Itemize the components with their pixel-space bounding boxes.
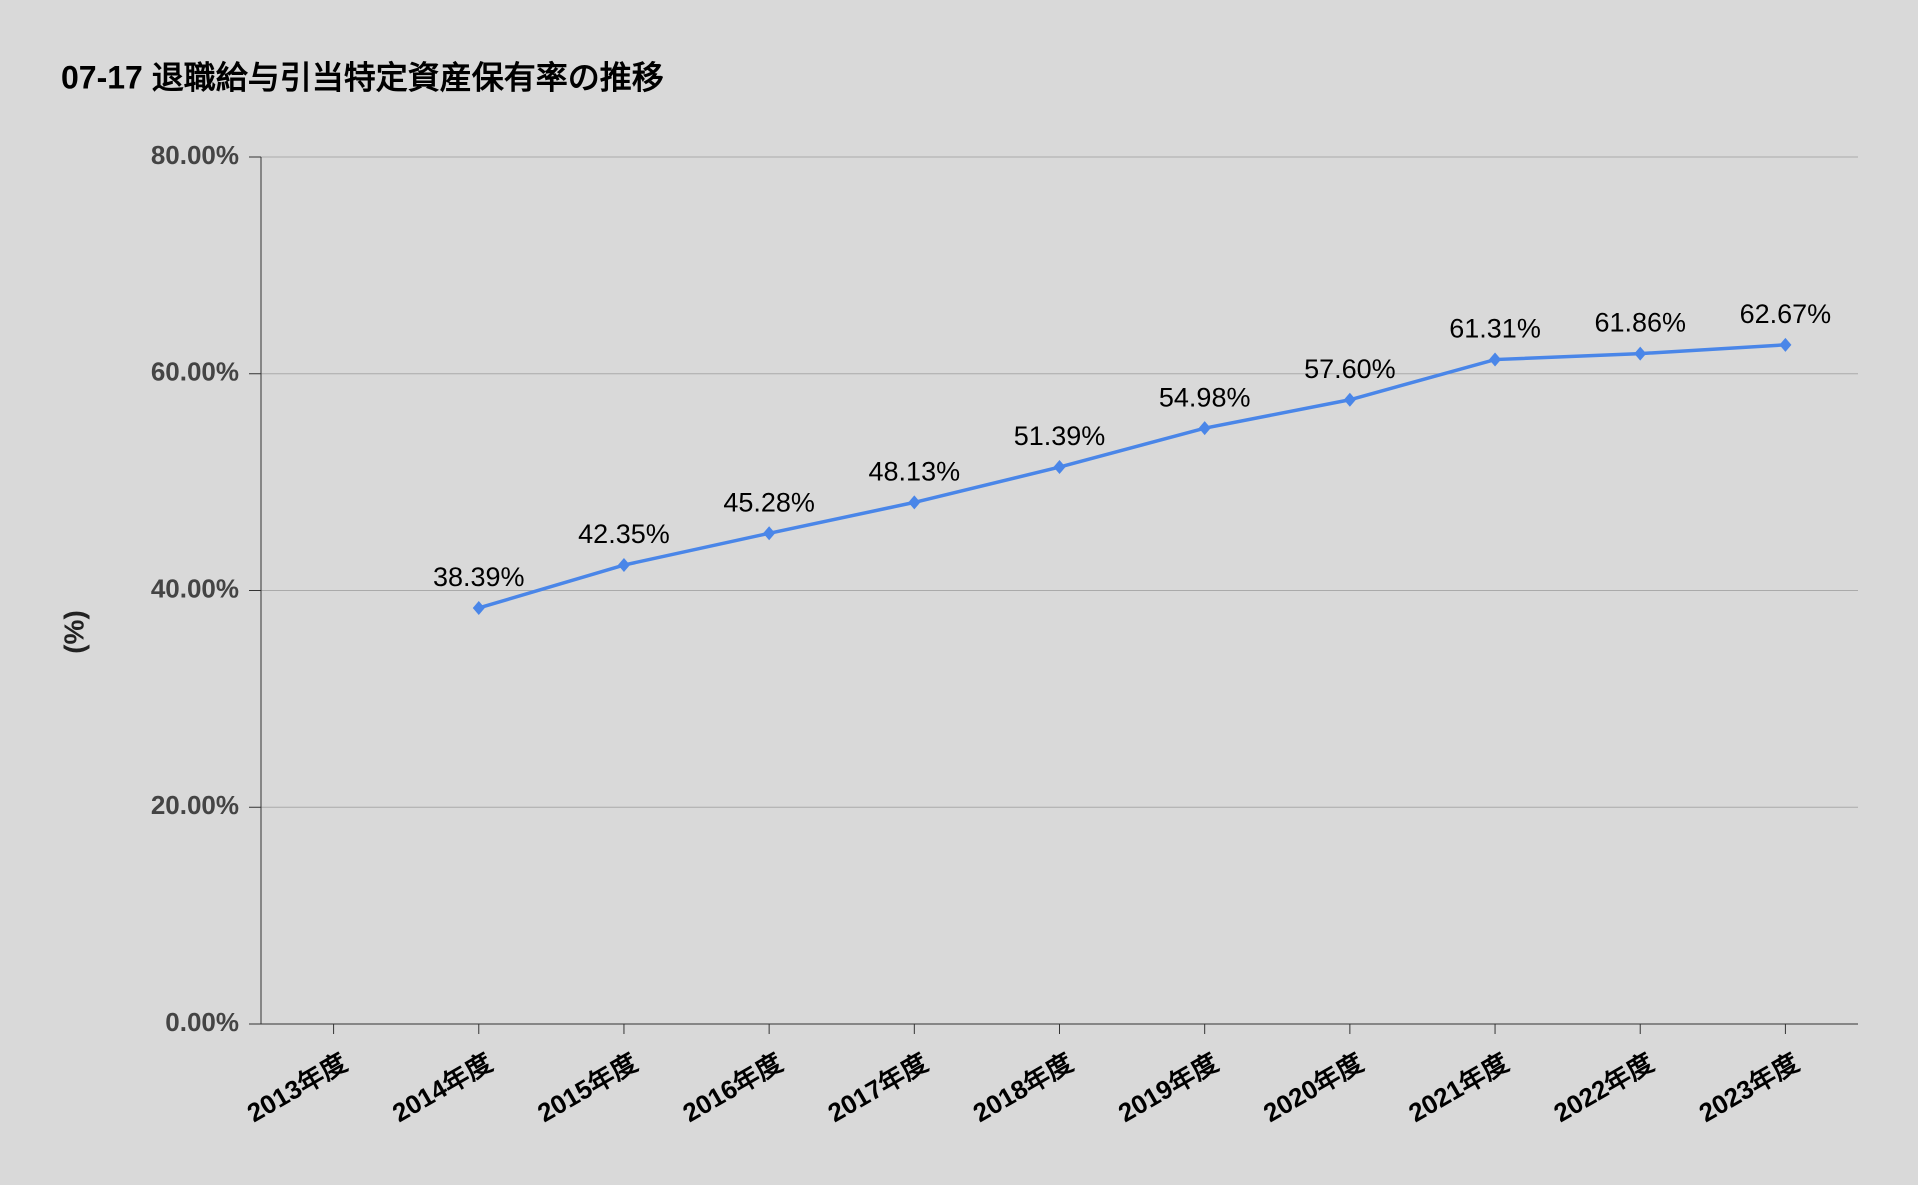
series-line [478, 343, 1786, 610]
data-label: 54.98% [1159, 382, 1251, 412]
y-tick-label: 80.00% [151, 140, 239, 170]
y-tick-label: 20.00% [151, 790, 239, 820]
data-point [763, 526, 776, 541]
data-label: 61.86% [1594, 308, 1686, 338]
y-tick-label: 40.00% [151, 573, 239, 603]
y-tick-label: 0.00% [165, 1007, 239, 1037]
y-tick-label: 60.00% [151, 357, 239, 387]
data-label: 42.35% [578, 519, 670, 549]
y-axis-label: (%) [58, 610, 89, 654]
data-label: 62.67% [1740, 299, 1832, 329]
data-point [472, 600, 485, 615]
data-point [1489, 352, 1502, 367]
data-point [908, 495, 921, 510]
data-label: 38.39% [433, 562, 525, 592]
data-point [1779, 337, 1792, 352]
data-label: 48.13% [869, 457, 961, 487]
chart-title: 07-17 退職給与引当特定資産保有率の推移 [61, 59, 664, 95]
data-label: 51.39% [1014, 421, 1106, 451]
data-point [1198, 421, 1211, 436]
data-point [617, 558, 630, 573]
data-point [1343, 392, 1356, 407]
data-label: 45.28% [723, 487, 815, 517]
data-point [1053, 460, 1066, 475]
data-point [1634, 346, 1647, 361]
data-label: 61.31% [1449, 314, 1541, 344]
data-label: 57.60% [1304, 354, 1396, 384]
